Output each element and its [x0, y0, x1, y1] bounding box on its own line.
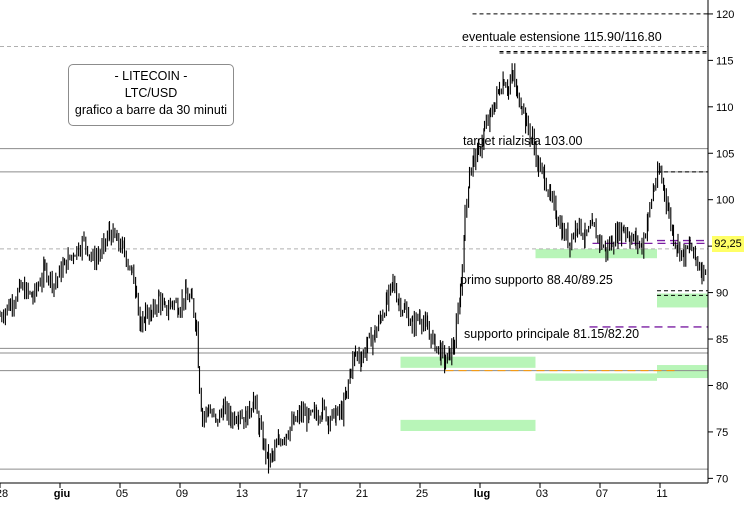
axes: [0, 0, 709, 484]
x-tick-label: 25: [416, 488, 428, 500]
support-zone: [400, 356, 536, 368]
support-zone: [657, 365, 708, 379]
support-zone: [535, 373, 657, 381]
y-tick-label: 105: [716, 148, 734, 160]
instrument-pair: LTC/USD: [124, 86, 178, 100]
y-tick-label: 115: [716, 55, 734, 67]
support-zones: [400, 248, 708, 431]
extension-annotation: eventuale estensione 115.90/116.80: [462, 30, 662, 44]
support-zone: [400, 419, 536, 431]
support-zone: [535, 248, 657, 259]
x-tick-label: 09: [176, 488, 188, 500]
x-tick-label: 13: [236, 488, 248, 500]
y-tick-label: 110: [716, 102, 734, 114]
x-month-label: giu: [54, 488, 71, 500]
x-tick-label: 28: [0, 488, 8, 500]
x-tick-label: 07: [596, 488, 608, 500]
y-tick-label: 100: [716, 195, 734, 207]
y-tick-label: 75: [716, 427, 728, 439]
price-bars: [0, 63, 707, 474]
y-tick-label: 85: [716, 334, 728, 346]
y-tick-label: 90: [716, 288, 728, 300]
main-support-annotation: supporto principale 81.15/82.20: [464, 327, 640, 341]
chart-timeframe: grafico a barre da 30 minuti: [74, 103, 228, 117]
x-tick-label: 05: [116, 488, 128, 500]
support-zone: [657, 293, 708, 308]
x-axis-ticks: 28 giu 05 09 13 17 21 25 lug 03 07 11: [0, 483, 668, 500]
y-tick-label: 120: [716, 9, 734, 21]
x-month-label: lug: [474, 488, 491, 500]
instrument-name: - LITECOIN -: [114, 69, 188, 83]
target-annotation: target rialzista 103.00: [463, 134, 583, 148]
x-tick-label: 03: [536, 488, 548, 500]
y-tick-label: 80: [716, 380, 728, 392]
y-tick-label: 70: [716, 473, 728, 485]
last-price-tag: 92,25: [712, 236, 744, 252]
x-tick-label: 11: [656, 488, 667, 500]
instrument-info-box: - LITECOIN - LTC/USD grafico a barre da …: [68, 64, 234, 126]
first-support-annotation: primo supporto 88.40/89.25: [460, 273, 613, 287]
x-tick-label: 17: [296, 488, 308, 500]
x-tick-label: 21: [356, 488, 368, 500]
